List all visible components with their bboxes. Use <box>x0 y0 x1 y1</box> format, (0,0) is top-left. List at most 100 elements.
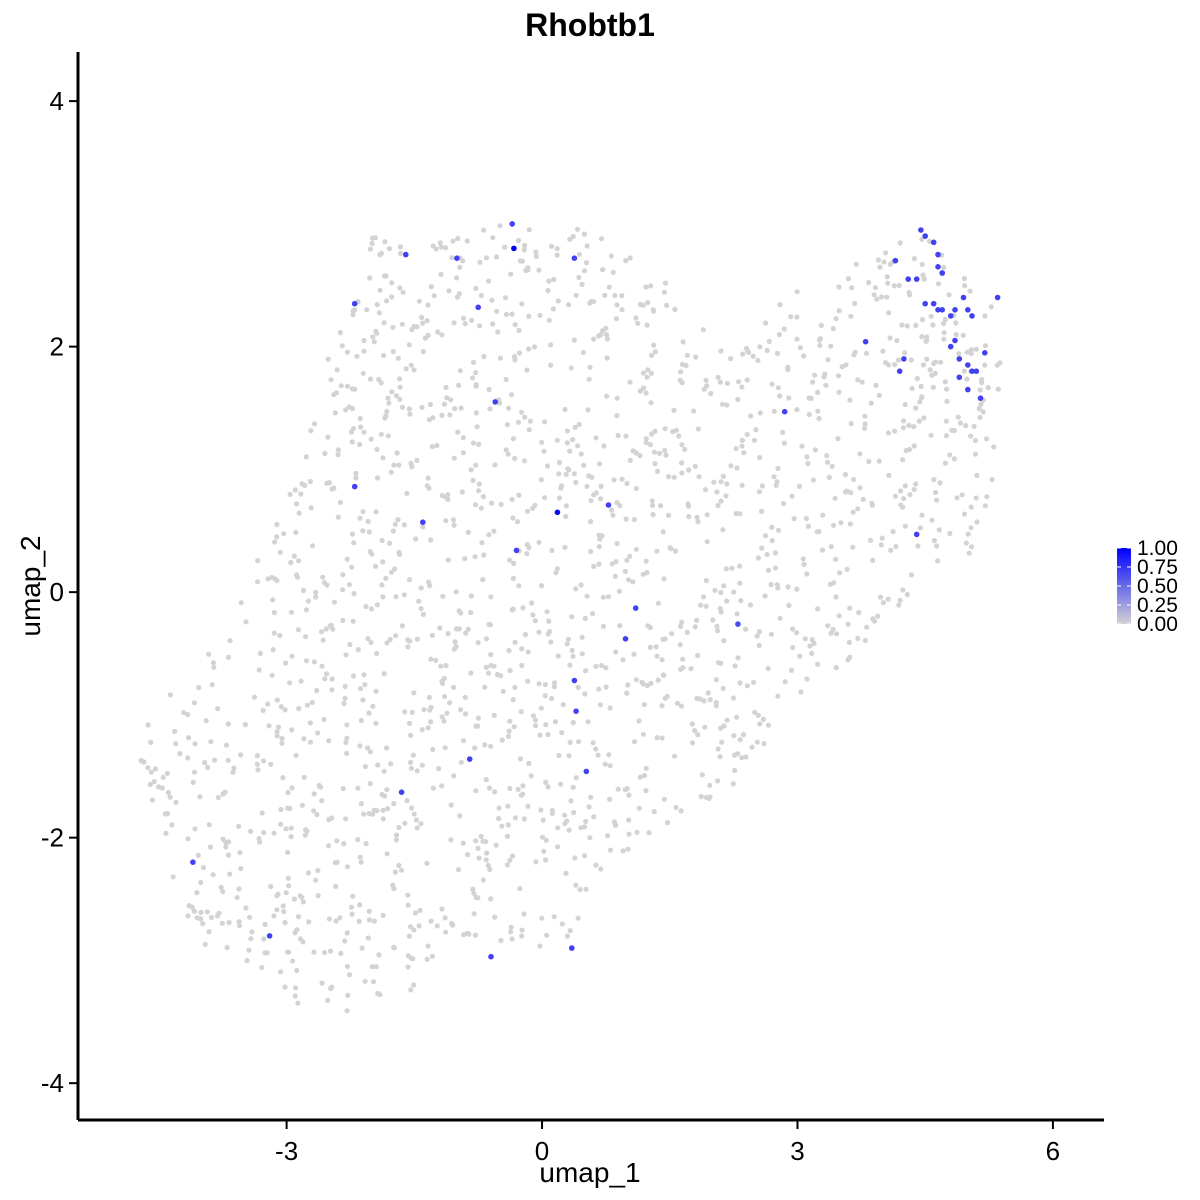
background-cell-point <box>288 834 294 840</box>
background-cell-point <box>567 448 573 454</box>
background-cell-point <box>532 723 539 729</box>
background-cell-point <box>643 284 649 290</box>
background-cell-point <box>974 519 980 525</box>
background-cell-point <box>424 318 430 324</box>
background-cell-point <box>256 667 262 673</box>
background-cell-point <box>394 450 400 456</box>
background-cell-point <box>393 832 400 838</box>
background-cell-point <box>362 682 368 688</box>
background-cell-point <box>540 817 546 823</box>
background-cell-point <box>398 867 405 873</box>
background-cell-point <box>591 492 597 498</box>
background-cell-point <box>739 437 746 443</box>
background-cell-point <box>453 643 459 650</box>
background-cell-point <box>566 467 572 473</box>
background-cell-point <box>194 890 200 896</box>
background-cell-point <box>374 602 380 608</box>
background-cell-point <box>596 461 603 467</box>
background-cell-point <box>555 298 561 304</box>
background-cell-point <box>311 659 317 665</box>
expressing-cell-point <box>351 483 358 490</box>
background-cell-point <box>282 920 288 926</box>
background-cell-point <box>982 343 989 349</box>
background-cell-point <box>261 936 267 942</box>
background-cell-point <box>684 352 691 358</box>
background-cell-point <box>740 351 746 357</box>
background-cell-point <box>736 379 742 385</box>
expressing-cell-point <box>930 300 937 307</box>
background-cell-point <box>828 343 834 349</box>
background-cell-point <box>869 500 875 506</box>
background-cell-point <box>753 427 759 433</box>
background-cell-point <box>583 260 590 266</box>
background-cell-point <box>885 280 891 286</box>
background-cell-point <box>812 447 819 453</box>
background-cell-point <box>430 746 436 753</box>
background-cell-point <box>700 327 706 333</box>
background-cell-point <box>388 761 394 767</box>
background-cell-point <box>810 477 817 483</box>
background-cell-point <box>391 462 397 468</box>
background-cell-point <box>236 919 242 925</box>
background-cell-point <box>282 707 288 713</box>
background-cell-point <box>447 700 453 706</box>
background-cell-point <box>243 905 249 911</box>
background-cell-point <box>567 236 573 242</box>
expressing-cell-point <box>569 945 575 951</box>
background-cell-point <box>763 320 769 326</box>
background-cell-point <box>708 390 714 397</box>
background-cell-point <box>519 933 525 939</box>
expressing-cell-point <box>982 350 988 356</box>
background-cell-point <box>894 337 900 344</box>
background-cell-point <box>506 728 512 734</box>
expressing-cell-point <box>965 362 971 368</box>
background-cell-point <box>880 348 886 354</box>
background-cell-point <box>473 285 479 291</box>
background-cell-point <box>350 673 357 679</box>
background-cell-point <box>582 691 588 697</box>
background-cell-point <box>951 456 958 462</box>
background-cell-point <box>713 700 719 706</box>
background-cell-point <box>361 429 367 435</box>
background-cell-point <box>362 978 368 984</box>
background-cell-point <box>847 521 854 527</box>
background-cell-point <box>723 493 729 499</box>
background-cell-point <box>285 949 291 955</box>
background-cell-point <box>498 501 504 507</box>
background-cell-point <box>293 501 300 507</box>
background-cell-point <box>542 495 548 501</box>
background-cell-point <box>440 680 446 687</box>
background-cell-point <box>510 436 516 442</box>
background-cell-point <box>665 512 672 519</box>
background-cell-point <box>226 920 232 926</box>
background-cell-point <box>730 695 737 701</box>
background-cell-point <box>321 949 328 956</box>
background-cell-point <box>460 435 466 441</box>
background-cell-point <box>872 285 879 291</box>
background-cell-point <box>771 408 777 414</box>
background-cell-point <box>326 916 332 922</box>
background-cell-point <box>582 824 588 830</box>
background-cell-point <box>496 805 502 811</box>
background-cell-point <box>545 288 551 294</box>
background-cell-point <box>560 701 566 708</box>
background-cell-point <box>413 536 419 542</box>
background-cell-point <box>703 603 709 609</box>
x-tick-label: 0 <box>535 1136 549 1166</box>
background-cell-point <box>633 677 639 683</box>
background-cell-point <box>600 623 607 630</box>
background-cell-point <box>468 467 474 473</box>
background-cell-point <box>396 549 402 555</box>
background-cell-point <box>724 717 730 723</box>
background-cell-point <box>562 812 568 818</box>
background-cell-point <box>928 432 934 438</box>
background-cell-point <box>370 703 376 709</box>
background-cell-point <box>508 924 514 930</box>
background-cell-point <box>760 716 767 723</box>
background-cell-point <box>525 649 531 655</box>
background-cell-point <box>574 226 581 232</box>
background-cell-point <box>598 496 604 502</box>
background-cell-point <box>346 972 353 978</box>
background-cell-point <box>367 275 373 281</box>
